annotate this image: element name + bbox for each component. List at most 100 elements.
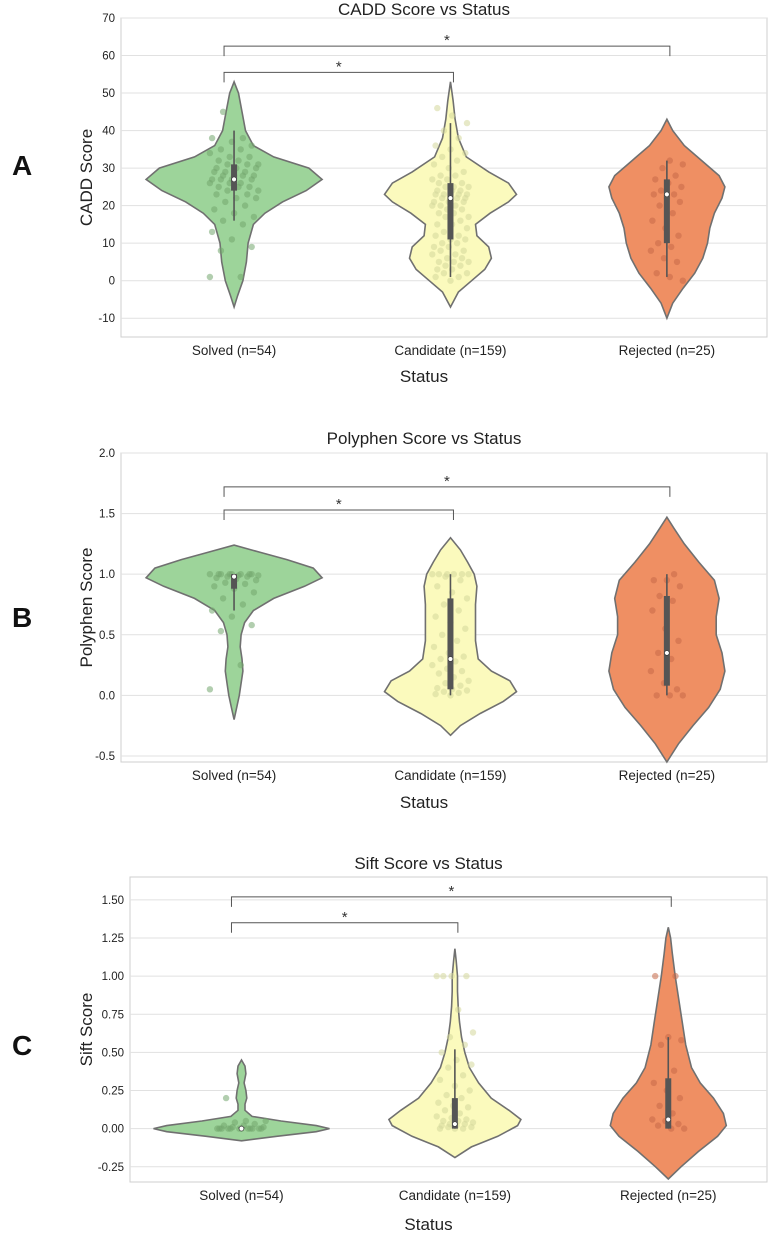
significance-bracket <box>223 45 671 57</box>
data-point <box>432 613 439 620</box>
y-axis-label: CADD Score <box>77 129 96 226</box>
y-tick-label: 1.50 <box>102 895 124 907</box>
x-category-label: Rejected (n=25) <box>619 343 715 358</box>
data-point <box>650 577 657 584</box>
median-dot <box>665 1116 671 1123</box>
data-point <box>455 134 462 142</box>
data-point <box>448 112 456 119</box>
data-point <box>649 217 656 224</box>
data-point <box>206 571 214 578</box>
data-point <box>458 571 466 578</box>
median-dot <box>447 656 454 662</box>
data-point <box>448 972 455 980</box>
violin-box <box>451 1098 458 1129</box>
data-point <box>244 191 251 198</box>
data-point <box>647 247 655 254</box>
data-point <box>252 194 260 202</box>
median-dot <box>664 191 670 198</box>
median-dot <box>452 1121 458 1127</box>
data-point <box>460 247 467 254</box>
data-point <box>206 149 214 157</box>
violin-body <box>144 544 324 720</box>
data-point <box>465 213 472 221</box>
data-point <box>458 179 466 187</box>
data-point <box>438 1049 445 1056</box>
data-point <box>463 119 471 127</box>
y-tick-label: 40 <box>102 126 115 138</box>
y-tick-label: 30 <box>102 163 115 175</box>
data-point <box>239 134 247 142</box>
data-point <box>678 1037 685 1044</box>
data-point <box>455 232 462 239</box>
data-point <box>226 153 233 161</box>
data-point <box>466 1087 473 1094</box>
data-point <box>463 225 471 232</box>
data-point <box>235 157 242 164</box>
data-point <box>460 168 467 176</box>
data-point <box>219 595 227 602</box>
median-dot <box>231 573 237 580</box>
data-point <box>242 1117 250 1125</box>
data-point <box>666 157 673 164</box>
violin-box <box>663 179 670 244</box>
data-point <box>437 247 444 254</box>
chart-panel-a: A -10 0 10 20 30 40 50 60 70 CADD Score vs Status S… <box>12 0 768 386</box>
significance-bracket <box>230 896 672 907</box>
data-point <box>675 637 682 644</box>
data-point <box>260 1123 267 1131</box>
data-point <box>262 1117 269 1125</box>
data-point <box>676 198 684 206</box>
data-point <box>439 631 446 638</box>
data-point <box>462 625 469 632</box>
data-point <box>670 571 678 578</box>
data-point <box>669 210 676 217</box>
data-point <box>435 258 443 266</box>
data-point <box>463 687 471 694</box>
chart-title: Polyphen Score vs Status <box>327 429 522 448</box>
data-point <box>432 690 439 698</box>
data-point <box>246 183 253 191</box>
data-point <box>217 146 225 153</box>
data-point <box>250 172 258 179</box>
median-dot <box>664 650 670 656</box>
x-category-label: Rejected (n=25) <box>620 1188 716 1203</box>
data-point <box>446 1033 454 1041</box>
data-point <box>672 172 679 179</box>
data-point <box>446 1120 454 1128</box>
data-point <box>434 187 441 194</box>
data-point <box>444 571 451 578</box>
x-axis-label: Status <box>400 793 448 812</box>
data-point <box>442 213 449 221</box>
data-point <box>443 1091 450 1099</box>
data-point <box>463 595 471 602</box>
data-point <box>248 142 255 149</box>
data-point <box>455 607 462 614</box>
data-point <box>237 661 244 669</box>
data-point <box>217 571 225 578</box>
y-tick-label: 60 <box>102 51 115 63</box>
data-point <box>222 1094 230 1102</box>
data-point <box>457 577 464 584</box>
data-point <box>219 217 227 224</box>
data-point <box>450 571 457 578</box>
data-point <box>673 258 681 266</box>
significance-star: * <box>336 58 342 75</box>
data-point <box>673 686 681 693</box>
data-point <box>461 1041 468 1049</box>
data-point <box>462 236 469 243</box>
data-point <box>652 176 659 183</box>
data-point <box>436 1076 444 1084</box>
x-category-label: Solved (n=54) <box>192 768 276 783</box>
y-tick-label: 1.00 <box>102 971 124 983</box>
data-point <box>681 1125 688 1132</box>
data-point <box>447 277 454 284</box>
data-point <box>657 1041 665 1049</box>
data-point <box>224 187 231 194</box>
data-point <box>458 1094 465 1102</box>
significance-star: * <box>336 496 342 513</box>
data-point <box>433 972 440 980</box>
data-point <box>672 972 679 980</box>
data-point <box>252 577 260 584</box>
data-point <box>244 161 251 168</box>
y-tick-label: 0.00 <box>102 1124 124 1136</box>
